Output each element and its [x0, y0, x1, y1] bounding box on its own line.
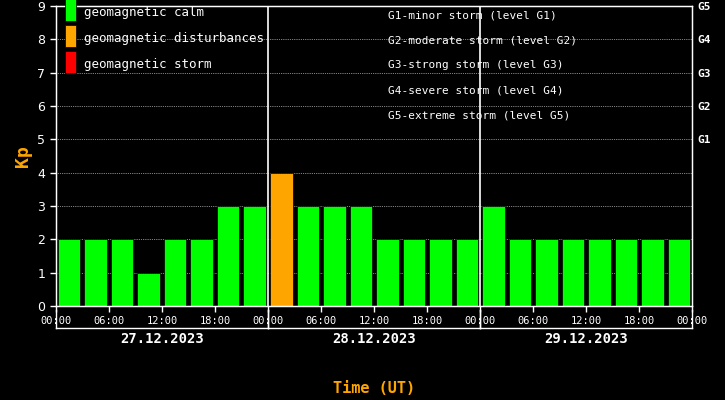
Text: G2-moderate storm (level G2): G2-moderate storm (level G2) — [388, 35, 577, 45]
Bar — [668, 239, 690, 306]
Text: 29.12.2023: 29.12.2023 — [544, 332, 628, 346]
Bar — [535, 239, 558, 306]
Y-axis label: Kp: Kp — [14, 145, 32, 167]
Bar — [84, 239, 107, 306]
Bar — [244, 206, 266, 306]
Bar — [349, 206, 372, 306]
Bar — [323, 206, 346, 306]
Text: 28.12.2023: 28.12.2023 — [332, 332, 416, 346]
Text: geomagnetic disturbances: geomagnetic disturbances — [83, 32, 264, 45]
Text: 27.12.2023: 27.12.2023 — [120, 332, 204, 346]
Bar — [111, 239, 133, 306]
Text: geomagnetic storm: geomagnetic storm — [83, 58, 211, 71]
Bar — [615, 239, 637, 306]
Text: geomagnetic calm: geomagnetic calm — [83, 6, 204, 19]
Bar — [58, 239, 80, 306]
Text: G1-minor storm (level G1): G1-minor storm (level G1) — [388, 10, 557, 20]
Bar — [588, 239, 611, 306]
Bar — [455, 239, 479, 306]
Bar — [402, 239, 425, 306]
Bar — [164, 239, 186, 306]
Text: Time (UT): Time (UT) — [333, 381, 415, 396]
Bar — [429, 239, 452, 306]
Bar — [191, 239, 213, 306]
Bar — [270, 173, 293, 306]
Bar — [376, 239, 399, 306]
Bar — [482, 206, 505, 306]
Bar — [642, 239, 664, 306]
Bar — [562, 239, 584, 306]
Text: G4-severe storm (level G4): G4-severe storm (level G4) — [388, 86, 563, 96]
Text: G5-extreme storm (level G5): G5-extreme storm (level G5) — [388, 111, 570, 121]
Bar — [297, 206, 319, 306]
Bar — [509, 239, 531, 306]
Text: G3-strong storm (level G3): G3-strong storm (level G3) — [388, 60, 563, 70]
Bar — [217, 206, 239, 306]
Bar — [137, 273, 160, 306]
